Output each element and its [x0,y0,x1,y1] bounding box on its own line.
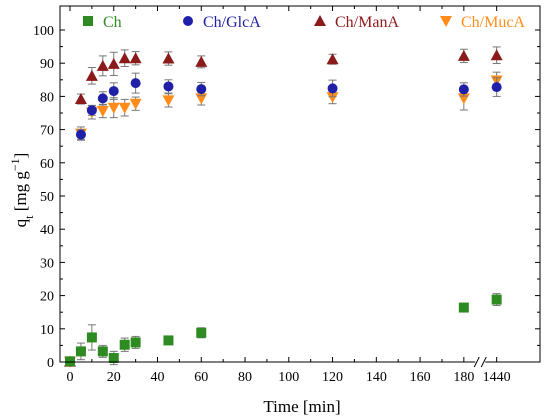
legend-label: Ch/GlcA [203,14,261,31]
legend-marker [440,16,452,27]
data-point [196,327,207,338]
data-point [195,55,208,67]
series-ch [65,293,502,367]
data-point [118,102,131,114]
axis-break-mark [480,356,487,368]
x-tick-label: 0 [67,370,74,385]
data-point [108,86,119,97]
legend-marker [314,15,326,26]
data-point [326,53,339,65]
data-point [86,105,97,116]
data-point [457,49,470,61]
y-tick-label: 90 [40,57,54,72]
data-point [196,84,207,95]
data-point [163,335,174,346]
legend-label: Ch [103,14,122,31]
legend-label: Ch/MucA [461,14,525,31]
x-axis-title: Time [min] [263,397,340,416]
y-axis-title: qt [mg g−1] [8,153,36,228]
data-point [326,92,339,104]
axis-break-mark [473,356,480,368]
data-point [163,81,174,92]
data-point [75,129,86,140]
x-tick-label: 20 [107,370,121,385]
axis-break-gap [475,356,486,368]
x-tick-label: 100 [278,370,299,385]
data-point [490,49,503,61]
legend-marker [183,16,193,26]
data-point [108,353,119,364]
data-point [97,93,108,104]
plot-frame [59,5,541,363]
x-tick-label: 80 [238,370,252,385]
data-point [86,332,97,343]
x-tick-label: 160 [410,370,431,385]
x-tick-label: 60 [194,370,208,385]
data-point [129,98,142,110]
y-tick-label: 50 [40,190,54,205]
data-point [129,52,142,64]
data-point [458,84,469,95]
legend: Ch Ch/GlcA Ch/ManA Ch/MucA [83,14,525,31]
data-point [65,356,75,367]
x-tick-label: 140 [366,370,387,385]
data-point [162,95,175,107]
data-point [119,339,130,350]
data-point [162,52,175,64]
data-point [107,57,120,69]
y-tick-label: 100 [33,24,54,39]
data-point [96,59,109,71]
data-point [107,102,120,114]
legend-marker [83,16,93,26]
y-tick-label: 60 [40,157,54,172]
data-point [327,83,338,94]
x-tick-label-break: 1440 [483,370,511,385]
y-tick-label: 80 [40,90,54,105]
y-tick-label: 0 [47,356,54,371]
y-tick-label: 70 [40,124,54,139]
data-point [74,93,87,105]
data-point [118,52,131,64]
y-tick-label: 10 [40,323,54,338]
data-point [491,294,502,305]
data-series [64,46,503,368]
data-point [458,302,469,313]
data-point [85,69,98,81]
data-point [75,346,86,357]
x-tick-label: 120 [322,370,343,385]
data-point [130,78,141,89]
legend-label: Ch/ManA [335,14,399,31]
y-tick-label: 20 [40,290,54,305]
y-tick-label: 30 [40,256,54,271]
x-tick-label: 40 [151,370,165,385]
y-tick-label: 40 [40,223,54,238]
data-point [130,337,141,348]
data-point [97,346,108,357]
series-ch-muca [64,71,503,368]
data-point [491,82,502,93]
series-ch-glca [65,72,502,367]
x-tick-label: 180 [453,370,474,385]
data-point [96,106,109,118]
axes: 0 10 20 30 40 50 60 70 80 90 100 0 20 40 60 80 100 120 140… [33,5,541,385]
series-ch-mana [64,46,503,367]
